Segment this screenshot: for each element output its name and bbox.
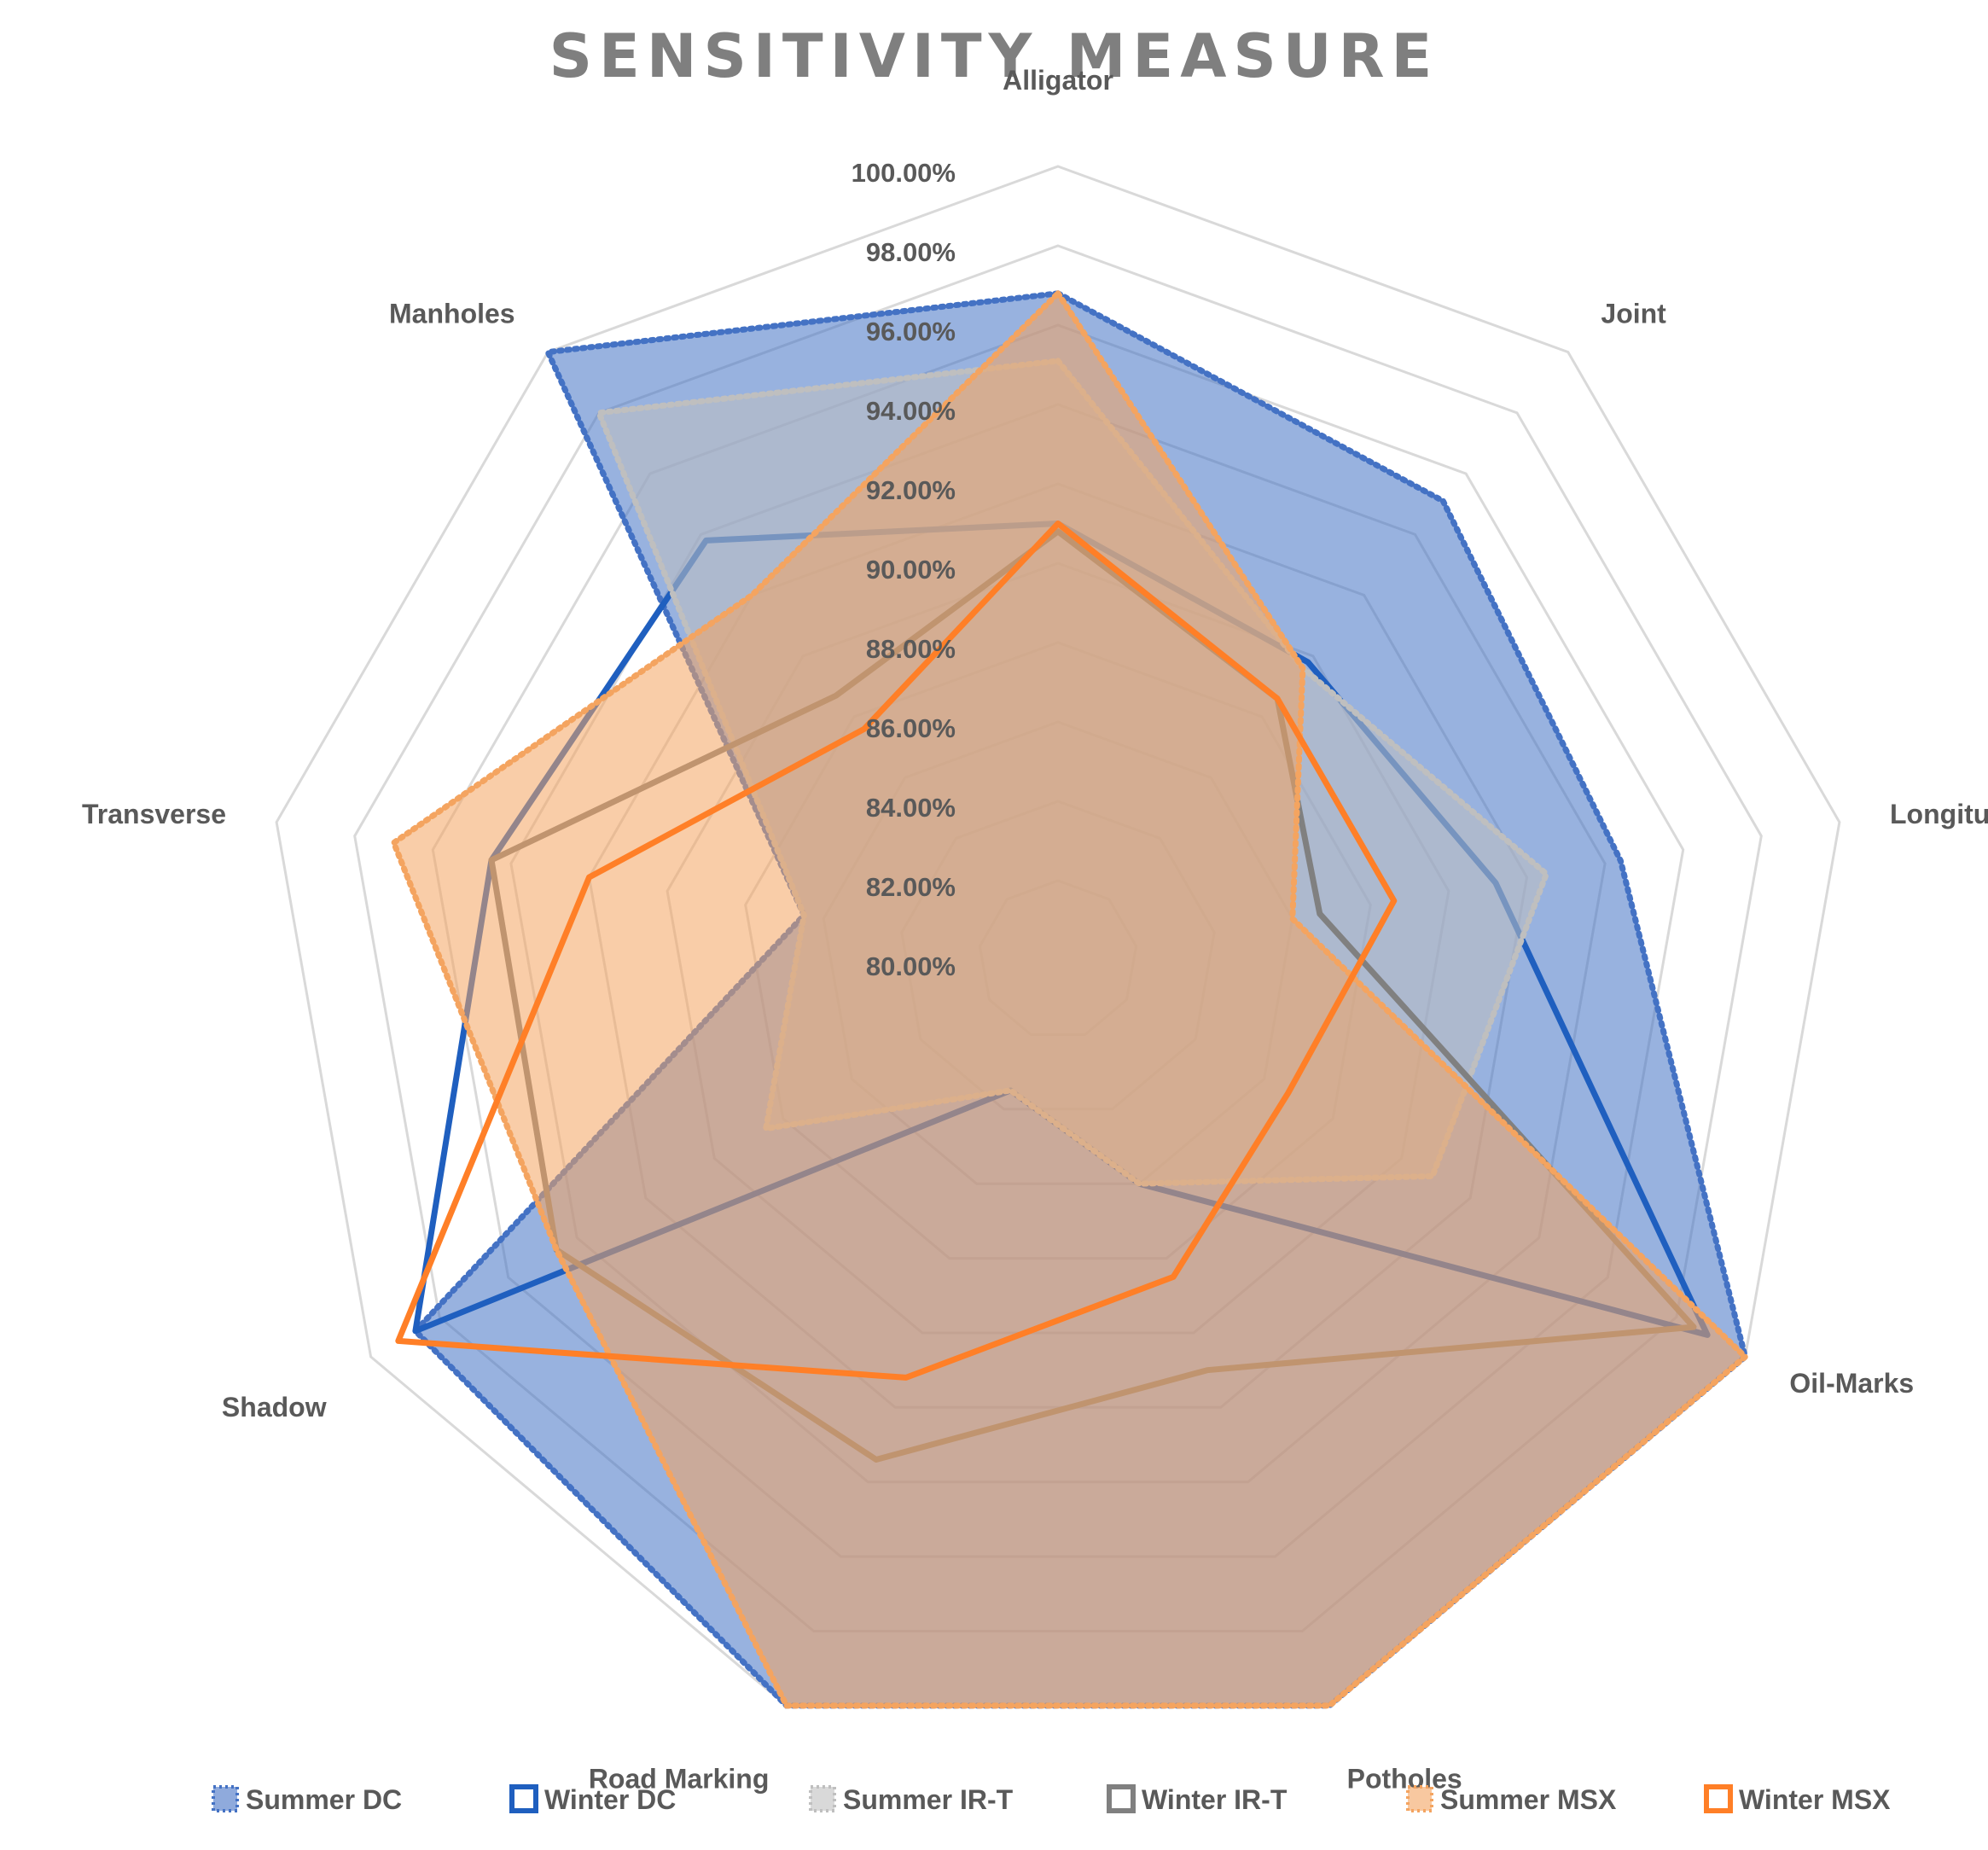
- legend: Summer DC Winter DC Summer IR-T Winter IR-T…: [212, 1784, 1891, 1815]
- tick-label: 84.00%: [866, 793, 956, 823]
- legend-label: Winter MSX: [1739, 1784, 1891, 1815]
- tick-labels: 80.00% 82.00% 84.00% 86.00% 88.00% 90.00% 92.0…: [852, 158, 956, 981]
- tick-label: 90.00%: [866, 555, 956, 585]
- category-label: Transverse: [82, 799, 226, 829]
- series-summer-msx: [390, 288, 1750, 1709]
- category-label: Alligator: [1003, 65, 1113, 96]
- tick-label: 82.00%: [866, 872, 956, 902]
- category-label: Shadow: [222, 1392, 327, 1422]
- chart-title: SENSITIVITY MEASURE: [549, 21, 1439, 91]
- legend-item: Summer MSX: [1406, 1784, 1617, 1815]
- legend-item: Winter DC: [509, 1784, 676, 1815]
- tick-label: 98.00%: [866, 237, 956, 267]
- series-layer: [390, 288, 1750, 1709]
- legend-label: Summer MSX: [1440, 1784, 1617, 1815]
- category-label: Joint: [1601, 299, 1666, 329]
- category-label: Potholes: [1347, 1763, 1462, 1794]
- tick-label: 80.00%: [866, 951, 956, 981]
- tick-label: 100.00%: [852, 158, 956, 188]
- legend-swatch: [1704, 1784, 1733, 1813]
- tick-label: 94.00%: [866, 396, 956, 426]
- legend-label: Summer DC: [246, 1784, 402, 1815]
- legend-item: Summer DC: [212, 1784, 402, 1815]
- category-label: Road Marking: [589, 1763, 770, 1794]
- legend-item: Winter MSX: [1704, 1784, 1891, 1815]
- category-label: Manholes: [389, 299, 515, 329]
- legend-label: Summer IR-T: [843, 1784, 1014, 1815]
- legend-swatch: [1406, 1785, 1433, 1812]
- category-label: Oil-Marks: [1789, 1368, 1914, 1399]
- legend-label: Winter DC: [544, 1784, 676, 1815]
- category-labels: Alligator Joint Longitudinal Oil-Marks Potho…: [82, 65, 1988, 1794]
- legend-swatch: [509, 1784, 538, 1813]
- legend-item: Summer IR-T: [809, 1784, 1014, 1815]
- legend-label: Winter IR-T: [1142, 1784, 1288, 1815]
- category-label: Longitudinal: [1890, 799, 1988, 829]
- legend-item: Winter IR-T: [1107, 1784, 1288, 1815]
- tick-label: 88.00%: [866, 634, 956, 664]
- legend-swatch: [809, 1785, 836, 1812]
- legend-swatch: [1107, 1784, 1136, 1813]
- series-winter-msx: [395, 521, 1398, 1381]
- legend-swatch: [212, 1785, 239, 1812]
- tick-label: 92.00%: [866, 475, 956, 505]
- tick-label: 96.00%: [866, 317, 956, 346]
- tick-label: 86.00%: [866, 713, 956, 743]
